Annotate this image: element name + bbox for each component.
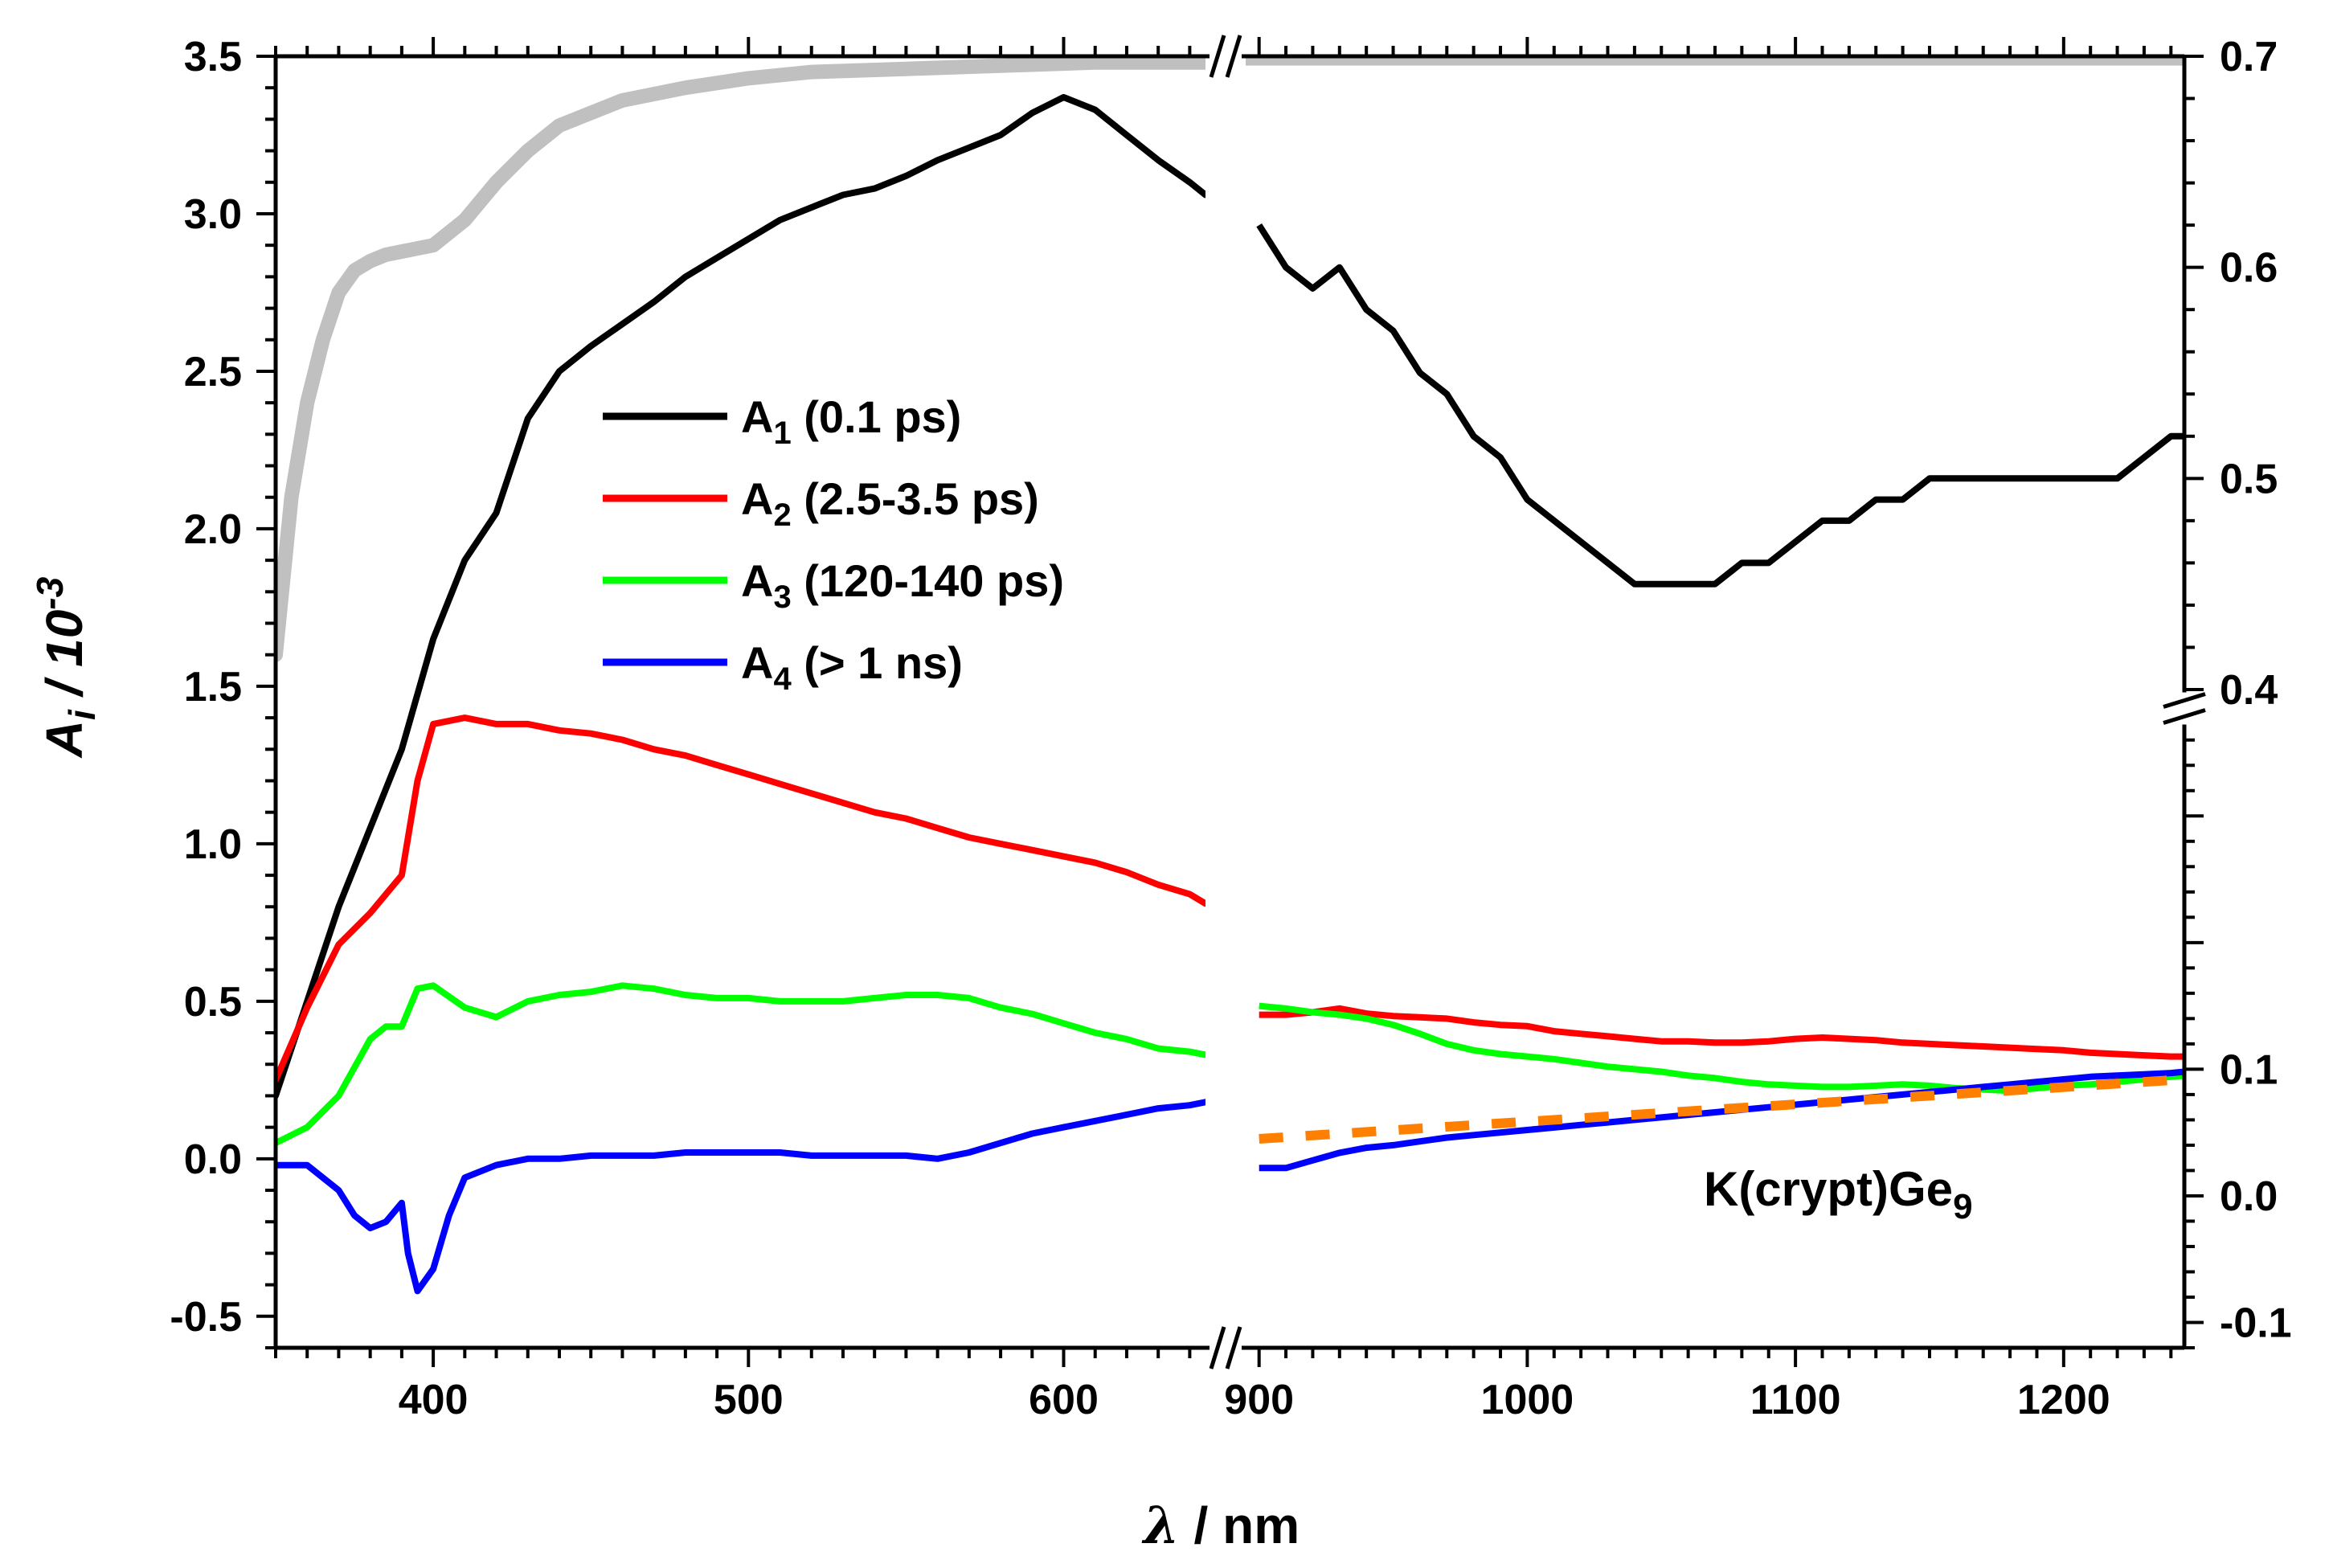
x-axis-title: λ / nm (1141, 1496, 1300, 1556)
series-a1-0-1-ps-left (276, 94, 1205, 1099)
x-tick-label: 500 (714, 1377, 784, 1423)
x-tick-label: 400 (399, 1377, 469, 1423)
axis-break-top (1209, 35, 1242, 78)
x-tick-label: 1000 (1481, 1377, 1574, 1423)
y-left-tick-label: 0.0 (184, 1136, 242, 1183)
x-tick-label: 1200 (2017, 1377, 2110, 1423)
series-a3-120-140-ps-right (1259, 1002, 2184, 1095)
y-right-tick-label: 0.5 (2220, 456, 2278, 502)
axes-layer: 400 500 600 900 1000 1100 1200 3.5 3.0 2.5 2.0 1.5 1… (170, 34, 2291, 1423)
y-left-tick-label: 1.5 (184, 664, 242, 710)
series-a3-120-140-ps-left (276, 982, 1205, 1147)
y-axis-title: Ai / 10-3 (29, 576, 103, 759)
axis-break-bottom (1209, 1326, 1242, 1369)
axis-break-right (2163, 692, 2206, 725)
y-right-tick-label: 0.1 (2220, 1046, 2278, 1093)
legend-label-a1: A1 (0.1 ps) (741, 391, 961, 451)
y-left-tick-label: 0.5 (184, 979, 242, 1026)
legend-label-a3: A3 (120-140 ps) (741, 555, 1064, 615)
y-right-tick-label: 0.0 (2220, 1173, 2278, 1220)
y-left-tick-label: 1.0 (184, 821, 242, 868)
y-left-tick-label: 3.5 (184, 34, 242, 80)
y-left-tick-label: 2.5 (184, 349, 242, 395)
series-fit-right (1259, 1075, 2184, 1144)
y-left-tick-label: 2.0 (184, 506, 242, 553)
series-a2-2-5-3-5-ps-left (276, 714, 1205, 1083)
y-right-tick-label: 0.6 (2220, 245, 2278, 292)
y-left-tick-label: 3.0 (184, 191, 242, 238)
y-right-tick-label: 0.7 (2220, 34, 2278, 80)
x-tick-label: 900 (1224, 1377, 1294, 1423)
legend: A1 (0.1 ps) A2 (2.5-3.5 ps) A3 (120-140 … (603, 391, 1064, 697)
sample-annotation: K(crypt)Ge9 (1704, 1162, 1973, 1226)
legend-label-a2: A2 (2.5-3.5 ps) (741, 473, 1039, 533)
series-a1-0-1-ps-right (1256, 223, 2184, 587)
y-right-tick-label: -0.1 (2220, 1300, 2292, 1346)
x-tick-label: 1100 (1750, 1377, 1841, 1423)
series-steady-state-absorption-left (276, 56, 1205, 662)
series-layer (276, 56, 2184, 1295)
legend-label-a4: A4 (> 1 ns) (741, 637, 963, 697)
y-left-tick-label: -0.5 (170, 1294, 242, 1341)
y-right-tick-label: 0.4 (2220, 667, 2278, 714)
series-a2-2-5-3-5-ps-right (1259, 1005, 2184, 1060)
series-a4-1-ns-left (276, 1099, 1205, 1295)
x-tick-label: 600 (1029, 1377, 1099, 1423)
